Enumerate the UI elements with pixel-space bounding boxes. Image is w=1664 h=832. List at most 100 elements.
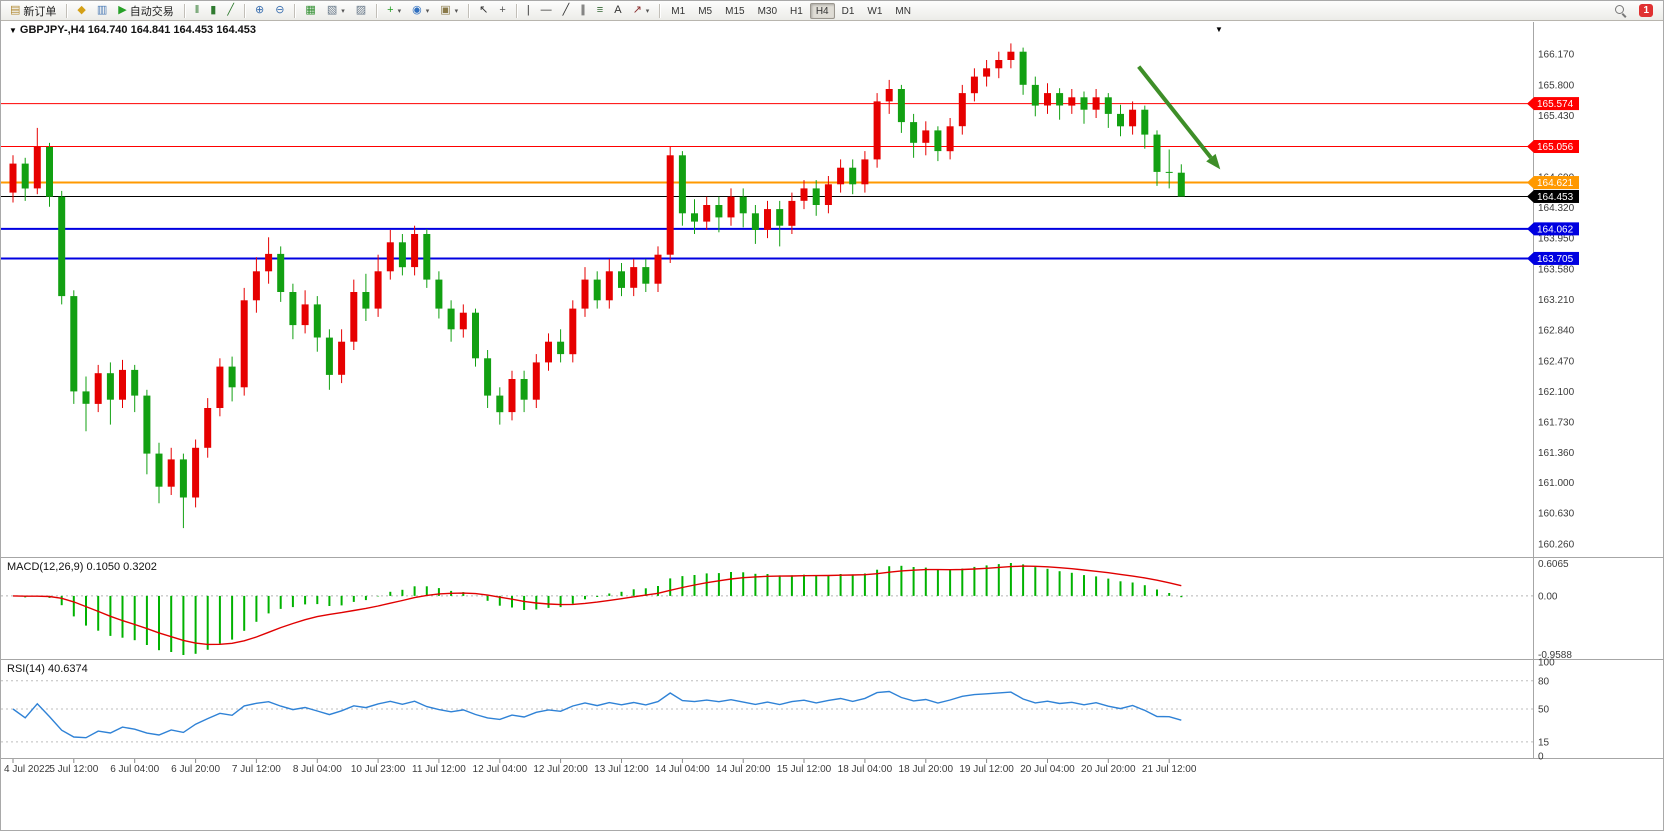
rsi-line	[12, 690, 1182, 739]
cursor-icon[interactable]: ↖	[474, 2, 493, 19]
candle-body	[33, 147, 41, 189]
price-badge-arrow	[1527, 97, 1534, 111]
trend-arrow[interactable]	[1137, 65, 1213, 159]
timeframe-mn[interactable]: MN	[895, 5, 911, 17]
cascade-windows-icon: ▧	[326, 4, 338, 16]
line-chart-icon[interactable]: ╱	[222, 2, 239, 19]
candle-body	[861, 159, 869, 185]
timeframe-m15[interactable]: M15	[725, 5, 745, 17]
search-icon[interactable]	[1610, 2, 1632, 19]
svg-text:15: 15	[1538, 737, 1550, 748]
svg-text:164.320: 164.320	[1538, 203, 1575, 214]
candle-body	[192, 447, 200, 498]
arrange-windows-icon[interactable]: ▨	[351, 2, 371, 19]
horizontal-line-icon[interactable]: —	[536, 2, 557, 19]
fibonacci-icon[interactable]: ≡	[592, 2, 608, 19]
svg-text:12 Jul 04:00: 12 Jul 04:00	[473, 764, 528, 775]
candle-body	[82, 391, 90, 404]
ohlc-bars-icon[interactable]: ‖	[190, 2, 205, 19]
new-order-button[interactable]: ▤ 新订单	[5, 2, 61, 19]
timeframe-m1[interactable]: M1	[671, 5, 686, 17]
indicators-icon[interactable]: + ▾	[382, 2, 406, 19]
timeframe-h1[interactable]: H1	[790, 5, 803, 17]
notification-badge[interactable]: 1	[1639, 4, 1653, 17]
dropdown-arrow-icon: ▾	[397, 7, 402, 15]
templates-icon[interactable]: ▣ ▾	[435, 2, 463, 19]
periods-icon[interactable]: ◉ ▾	[407, 2, 434, 19]
candle-body	[179, 459, 187, 498]
svg-text:164.621: 164.621	[1537, 178, 1574, 189]
timeframe-m5[interactable]: M5	[698, 5, 713, 17]
candle-body	[897, 89, 905, 123]
candle-body	[325, 337, 333, 375]
candle-body	[228, 366, 236, 388]
trend-arrow-head	[1206, 153, 1221, 170]
autotrading-button[interactable]: ▶ 自动交易	[113, 2, 178, 19]
market-watch-icon[interactable]: ▥	[92, 2, 112, 19]
svg-text:0: 0	[1538, 752, 1544, 763]
candle-body	[386, 242, 394, 272]
price-badge-arrow	[1527, 251, 1534, 265]
magnifier-icon	[1615, 4, 1627, 17]
autotrading-button-label: 自动交易	[129, 5, 174, 18]
vertical-line-icon[interactable]: |	[522, 2, 535, 19]
candle-body	[252, 271, 260, 301]
crosshair-icon[interactable]: +	[494, 2, 510, 19]
candle-body	[532, 362, 540, 400]
candle-body	[496, 395, 504, 413]
candle-body	[1165, 171, 1173, 173]
one-click-trading-arrow-icon[interactable]: ▼	[9, 26, 17, 35]
periods-icon: ◉	[412, 4, 422, 16]
zoom-in-icon: ⊕	[254, 4, 265, 16]
price-badge-arrow	[1527, 140, 1534, 154]
svg-text:13 Jul 12:00: 13 Jul 12:00	[594, 764, 649, 775]
candle-body	[654, 254, 662, 284]
candle-body	[1068, 97, 1076, 106]
svg-text:161.000: 161.000	[1538, 478, 1575, 489]
candle-body	[143, 395, 151, 454]
timeframe-w1[interactable]: W1	[867, 5, 883, 17]
candle-body	[313, 304, 321, 338]
candle-body	[946, 126, 954, 152]
cascade-windows-icon[interactable]: ▧ ▾	[322, 2, 350, 19]
candle-body	[155, 453, 163, 487]
equidistant-channel-icon[interactable]: ∥	[575, 2, 591, 19]
candle-body	[837, 167, 845, 185]
toolbar-separator	[376, 3, 378, 18]
candle-body	[459, 312, 467, 330]
candle-body	[1141, 109, 1149, 135]
candle-body	[593, 279, 601, 301]
metaeditor-icon[interactable]: ◆	[72, 2, 90, 19]
zoom-out-icon[interactable]: ⊖	[270, 2, 289, 19]
candle-body	[605, 271, 613, 301]
equidistant-channel-icon: ∥	[580, 4, 586, 16]
svg-text:80: 80	[1538, 676, 1550, 687]
candle-body	[423, 234, 431, 280]
tile-windows-icon[interactable]: ▦	[300, 2, 320, 19]
timeframe-m30[interactable]: M30	[757, 5, 778, 17]
vertical-line-icon: |	[526, 4, 530, 16]
candle-body	[1153, 134, 1161, 172]
svg-text:20 Jul 04:00: 20 Jul 04:00	[1020, 764, 1075, 775]
candle-body	[691, 213, 698, 222]
svg-text:166.170: 166.170	[1538, 50, 1575, 61]
horizontal-line-icon: —	[540, 4, 552, 16]
arrows-objects-icon[interactable]: ↗ ▾	[628, 2, 655, 19]
toolbar-separator	[515, 3, 517, 18]
price-badge-arrow	[1527, 176, 1534, 190]
text-label-icon[interactable]: A	[609, 2, 626, 19]
candle-body	[1044, 93, 1051, 106]
timeframe-d1[interactable]: D1	[841, 5, 855, 17]
svg-text:4 Jul 2022: 4 Jul 2022	[4, 764, 51, 775]
trendline-icon[interactable]: ╱	[558, 2, 575, 19]
svg-text:163.705: 163.705	[1537, 254, 1574, 265]
candle-body	[216, 366, 224, 408]
macd-label: MACD(12,26,9) 0.1050 0.3202	[7, 561, 157, 573]
candlestick-chart-icon[interactable]: ▮	[205, 2, 221, 19]
zoom-in-icon[interactable]: ⊕	[250, 2, 269, 19]
svg-text:21 Jul 12:00: 21 Jul 12:00	[1142, 764, 1197, 775]
timeframe-h4[interactable]: H4	[809, 2, 835, 19]
svg-text:0.6065: 0.6065	[1538, 559, 1569, 570]
toolbar-separator	[243, 3, 245, 18]
